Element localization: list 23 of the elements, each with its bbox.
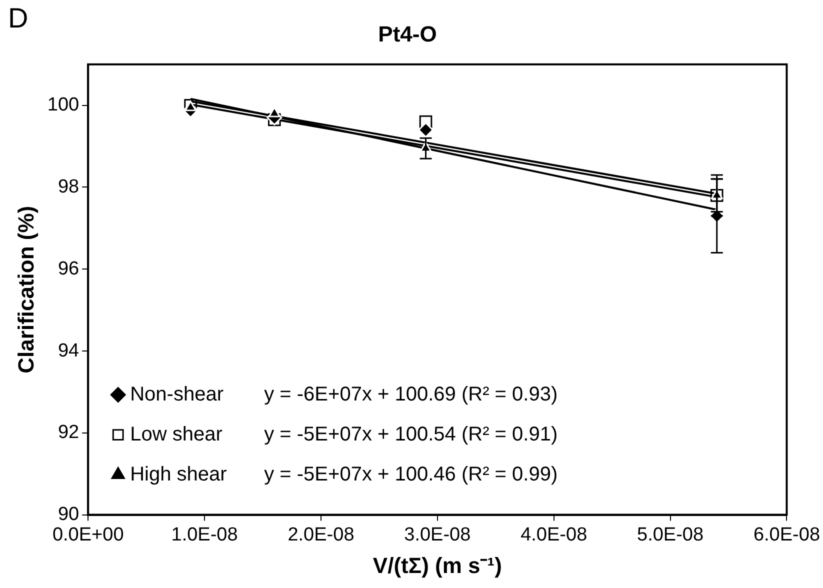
y-tick-label: 96 — [58, 258, 80, 280]
legend-label: High shear — [130, 463, 228, 486]
x-tick-label: 6.0E-08 — [753, 524, 820, 546]
y-axis-title: Clarification (%) — [13, 206, 38, 374]
y-tick-label: 92 — [58, 422, 80, 444]
x-tick-label: 2.0E-08 — [288, 524, 354, 546]
x-tick-label: 5.0E-08 — [637, 524, 704, 546]
legend-label: Low shear — [130, 423, 223, 446]
chart-title: Pt4-O — [378, 21, 437, 46]
x-tick-label: 3.0E-08 — [404, 524, 471, 546]
x-axis-title: V/(tΣ) (m s⁻¹) — [372, 552, 502, 578]
y-tick-label: 98 — [58, 176, 80, 198]
annotation: y = -5E+07x + 100.54 (R² = 0.91) — [264, 423, 558, 446]
x-tick-label: 4.0E-08 — [520, 524, 588, 546]
y-tick-label: 94 — [58, 340, 80, 362]
annotation: y = -5E+07x + 100.46 (R² = 0.99) — [264, 463, 558, 486]
y-tick-label: 100 — [47, 94, 80, 116]
annotation: y = -6E+07x + 100.69 (R² = 0.93) — [264, 383, 558, 406]
y-tick-label: 90 — [58, 504, 80, 526]
text: D — [8, 2, 28, 34]
x-tick-label: 0.0E+00 — [52, 524, 124, 546]
legend-label: Non-shear — [130, 383, 224, 406]
x-tick-label: 1.0E-08 — [171, 524, 238, 546]
